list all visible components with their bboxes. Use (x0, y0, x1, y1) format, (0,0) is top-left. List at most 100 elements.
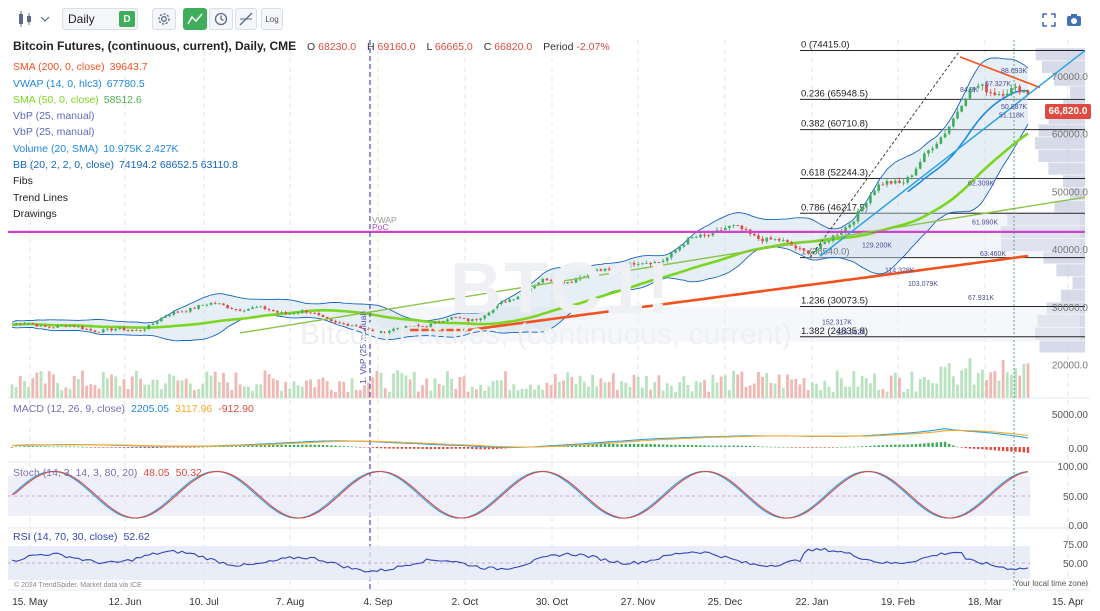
drawing-tool-icon[interactable] (235, 8, 257, 30)
price-chart[interactable]: 0 (74415.0) 0.236 (65948.5) 0.382 (60710.8… (0, 36, 1100, 611)
volume-bar (126, 389, 130, 398)
macd-histogram-bar (155, 447, 159, 448)
x-axis-tick: 10. Jul (189, 597, 218, 608)
macd-histogram-bar (707, 445, 710, 447)
volume-bar (980, 369, 984, 398)
volume-bar (512, 384, 516, 398)
macd-histogram-bar (831, 447, 835, 448)
volume-bar (524, 388, 528, 398)
volume-bar (487, 386, 491, 398)
macd-histogram-bar (939, 442, 943, 447)
candle-body (101, 329, 105, 333)
candle-body (923, 153, 926, 163)
candle-body (417, 325, 420, 327)
fib-label: 0.236 (65948.5) (801, 88, 868, 99)
macd-histogram-bar (491, 447, 495, 450)
macd-histogram-bar (243, 445, 246, 447)
volume-bar (748, 385, 752, 398)
macd-histogram-bar (844, 446, 847, 448)
macd-histogram-bar (56, 446, 59, 448)
macd-line (11, 428, 1029, 448)
candle-body (960, 105, 963, 112)
stoch-d-line (11, 470, 1029, 519)
macd-histogram-bar (388, 447, 391, 449)
timeframe-select[interactable]: Daily D (62, 8, 138, 30)
macd-histogram-bar (690, 444, 694, 447)
candle-body (292, 312, 296, 314)
vbp-label: 51.118K (999, 113, 1025, 120)
candle-body (657, 261, 661, 263)
macd-histogram-bar (935, 442, 938, 447)
rsi-name: RSI (14, 70, 30, close) (13, 531, 118, 543)
macd-histogram-bar (77, 446, 80, 448)
candle-body (180, 311, 184, 313)
candle-body (388, 330, 391, 333)
candle-body (454, 317, 458, 319)
volume-bar (591, 374, 594, 398)
volume-bar (172, 375, 176, 398)
volume-bar (960, 370, 964, 398)
candle-body (670, 252, 673, 258)
volume-bar (624, 382, 628, 398)
macd-histogram-bar (446, 447, 449, 449)
clock-icon[interactable] (209, 8, 233, 30)
candle-body (902, 182, 905, 184)
macd-histogram-bar (97, 447, 101, 448)
candle-body (334, 321, 337, 323)
volume-bar (27, 386, 30, 398)
macd-histogram-bar (923, 443, 926, 447)
settings-gear-icon[interactable] (152, 8, 176, 30)
macd-histogram-bar (765, 446, 768, 448)
macd-histogram-bar (176, 447, 180, 448)
volume-bar (607, 381, 611, 398)
macd-histogram-bar (877, 445, 880, 447)
macd-histogram-bar (628, 443, 632, 447)
macd-histogram-bar (786, 446, 789, 448)
volume-bar (873, 373, 876, 398)
candle-body (856, 211, 860, 222)
volume-bar (288, 388, 292, 398)
macd-value-1: 2205.05 (131, 403, 170, 415)
candle-body (205, 304, 209, 306)
candles (14, 81, 1030, 335)
macd-histogram-bar (960, 447, 963, 448)
volume-bar (354, 389, 358, 398)
volume-bar (989, 372, 993, 398)
vbp-label: 50.887K (1001, 104, 1027, 111)
local-time-note[interactable]: Your local time zone (1014, 579, 1086, 588)
candle-body (612, 269, 615, 271)
macd-histogram-bar (981, 447, 984, 450)
volume-bar (305, 380, 308, 398)
macd-histogram-bar (14, 446, 18, 448)
volume-bar (640, 387, 644, 398)
stoch-pane (8, 470, 1030, 519)
camera-icon[interactable] (1066, 13, 1082, 27)
profile-bar (1060, 289, 1085, 302)
macd-histogram-bar (641, 443, 644, 447)
auto-trendlines-icon[interactable] (183, 8, 207, 30)
candle-body (408, 324, 412, 327)
volume-bar (379, 372, 383, 398)
candle-body (305, 310, 308, 313)
macd-histogram-bar (122, 447, 126, 448)
candle-body (296, 312, 300, 314)
candles-icon[interactable] (13, 8, 53, 30)
candle-body (325, 316, 329, 320)
support-trendline (819, 49, 1086, 257)
candle-body (31, 323, 35, 325)
volume-bar (715, 382, 719, 398)
macd-histogram-bar (678, 444, 681, 447)
macd-histogram-bar (902, 444, 905, 447)
volume-bar (491, 381, 495, 398)
volume-bar (164, 383, 167, 398)
fullscreen-icon[interactable] (1042, 13, 1056, 27)
volume-bar (130, 376, 134, 398)
macd-histogram-bar (715, 445, 719, 447)
volume-bar (176, 380, 180, 398)
volume-bar (628, 387, 632, 398)
candle-body (802, 248, 806, 251)
volume-bar (728, 390, 731, 398)
log-scale-button[interactable]: Log (261, 8, 283, 30)
volume-bar (698, 382, 702, 398)
candle-body (242, 310, 246, 312)
